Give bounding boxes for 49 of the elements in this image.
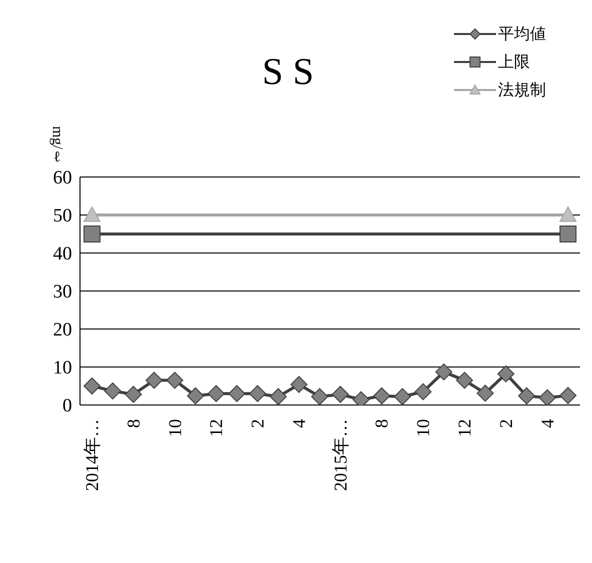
x-tick-label: 10 [164,419,185,437]
x-tick-label: 4 [288,419,309,428]
y-tick-label: 20 [53,320,72,341]
x-tick-label: 8 [372,419,392,428]
y-tick-label: 10 [53,358,72,379]
x-tick-label: 8 [123,419,144,428]
x-tick-label: 2015年… [330,419,350,491]
point [538,389,556,405]
point [332,386,349,403]
x-tick-label: 2014年… [82,419,102,491]
point [476,384,494,402]
point [560,387,576,404]
x-tick-label: 2 [496,419,516,428]
point [435,363,452,380]
point [270,388,287,405]
point [414,383,432,400]
x-tick-label: 10 [413,419,434,437]
point [373,387,390,404]
point [84,378,100,394]
point [518,387,536,404]
y-tick-label: 30 [53,282,72,303]
point [497,365,514,382]
point [84,226,100,242]
point [228,385,246,402]
point [394,388,411,405]
point [290,376,308,393]
point [186,387,204,404]
point [124,386,142,403]
y-tick-label: 40 [53,244,72,265]
point [146,372,163,389]
y-tick-label: 60 [53,168,72,189]
legend-label: 法規制 [498,80,546,100]
point [249,385,266,402]
x-tick-label: 2 [248,419,268,428]
point [560,226,576,242]
x-tick-label: 12 [454,419,475,437]
x-tick-label: 4 [537,419,558,428]
point [166,372,184,389]
legend-label: 平均値 [498,24,546,44]
point [456,372,474,389]
legend-label: 上限 [498,52,530,72]
y-axis-title: mg/ℓ [48,126,65,166]
point [104,382,122,400]
chart-title: S S [261,50,315,94]
point [208,385,225,402]
y-tick-label: 50 [53,206,72,227]
x-tick-label: 12 [206,419,226,437]
y-tick-label: 0 [62,396,72,417]
point [311,388,328,405]
